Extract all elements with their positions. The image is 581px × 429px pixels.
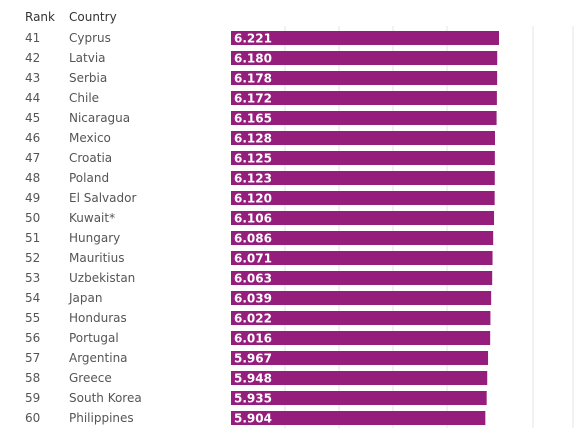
bar	[231, 231, 494, 245]
rank-label: 52	[25, 251, 41, 265]
rank-label: 49	[25, 191, 41, 205]
rank-label: 58	[25, 371, 41, 385]
bar	[231, 371, 488, 385]
bar	[231, 191, 495, 205]
country-label: Uzbekistan	[69, 271, 136, 285]
rank-label: 59	[25, 391, 41, 405]
country-label: Poland	[69, 171, 110, 185]
bar-value-label: 6.106	[234, 212, 272, 226]
country-label: Nicaragua	[69, 111, 131, 125]
rank-label: 60	[25, 411, 41, 425]
rank-label: 55	[25, 311, 41, 325]
bar-value-label: 6.086	[234, 232, 272, 246]
country-label: Chile	[69, 91, 100, 105]
bar	[231, 291, 492, 305]
bar	[231, 111, 497, 125]
country-label: Honduras	[69, 311, 127, 325]
country-label: Japan	[69, 291, 103, 305]
rank-label: 56	[25, 331, 41, 345]
bar-value-label: 6.125	[234, 152, 272, 166]
rank-label: 54	[25, 291, 41, 305]
bar	[231, 271, 493, 285]
bar	[231, 311, 491, 325]
bar-value-label: 5.935	[234, 392, 272, 406]
bar-value-label: 6.039	[234, 292, 272, 306]
bar-value-label: 5.904	[234, 412, 272, 426]
bar-value-label: 6.071	[234, 252, 272, 266]
bar	[231, 351, 489, 365]
bar	[231, 51, 498, 65]
bar	[231, 331, 491, 345]
rank-label: 44	[25, 91, 41, 105]
bar-value-label: 6.172	[234, 92, 272, 106]
rank-label: 53	[25, 271, 41, 285]
country-label: Cyprus	[69, 31, 111, 45]
bar-value-label: 6.016	[234, 332, 272, 346]
country-label: Greece	[69, 371, 112, 385]
rank-label: 42	[25, 51, 41, 65]
bar-value-label: 5.948	[234, 372, 272, 386]
country-label: South Korea	[69, 391, 142, 405]
rank-label: 57	[25, 351, 41, 365]
country-label: Argentina	[69, 351, 128, 365]
rank-label: 41	[25, 31, 41, 45]
bar	[231, 31, 499, 45]
bar	[231, 251, 493, 265]
country-label: Kuwait*	[69, 211, 116, 225]
bar-value-label: 6.120	[234, 192, 272, 206]
country-label: Portugal	[69, 331, 119, 345]
rank-label: 48	[25, 171, 41, 185]
rank-label: 47	[25, 151, 41, 165]
bar	[231, 71, 498, 85]
bar-value-label: 6.128	[234, 132, 272, 146]
country-label: Croatia	[69, 151, 113, 165]
bar-value-label: 6.063	[234, 272, 272, 286]
bar	[231, 211, 495, 225]
rank-label: 46	[25, 131, 41, 145]
bar	[231, 411, 486, 425]
rank-column-header: Rank	[25, 10, 55, 24]
bar-value-label: 6.022	[234, 312, 272, 326]
country-label: Hungary	[69, 231, 121, 245]
country-label: Philippines	[69, 411, 134, 425]
bar	[231, 131, 495, 145]
bar	[231, 391, 487, 405]
bar-value-label: 6.180	[234, 52, 272, 66]
country-label: Serbia	[69, 71, 108, 85]
bar	[231, 171, 495, 185]
bar-value-label: 6.221	[234, 32, 272, 46]
country-label: El Salvador	[69, 191, 137, 205]
country-label: Mauritius	[69, 251, 125, 265]
rank-label: 43	[25, 71, 41, 85]
bar-value-label: 6.178	[234, 72, 272, 86]
bar-value-label: 6.123	[234, 172, 272, 186]
bar-value-label: 5.967	[234, 352, 272, 366]
bar-value-label: 6.165	[234, 112, 272, 126]
bar	[231, 151, 495, 165]
rank-label: 51	[25, 231, 41, 245]
country-label: Mexico	[69, 131, 111, 145]
country-column-header: Country	[69, 10, 117, 24]
bar	[231, 91, 497, 105]
rank-label: 50	[25, 211, 41, 225]
rank-label: 45	[25, 111, 41, 125]
country-label: Latvia	[69, 51, 106, 65]
